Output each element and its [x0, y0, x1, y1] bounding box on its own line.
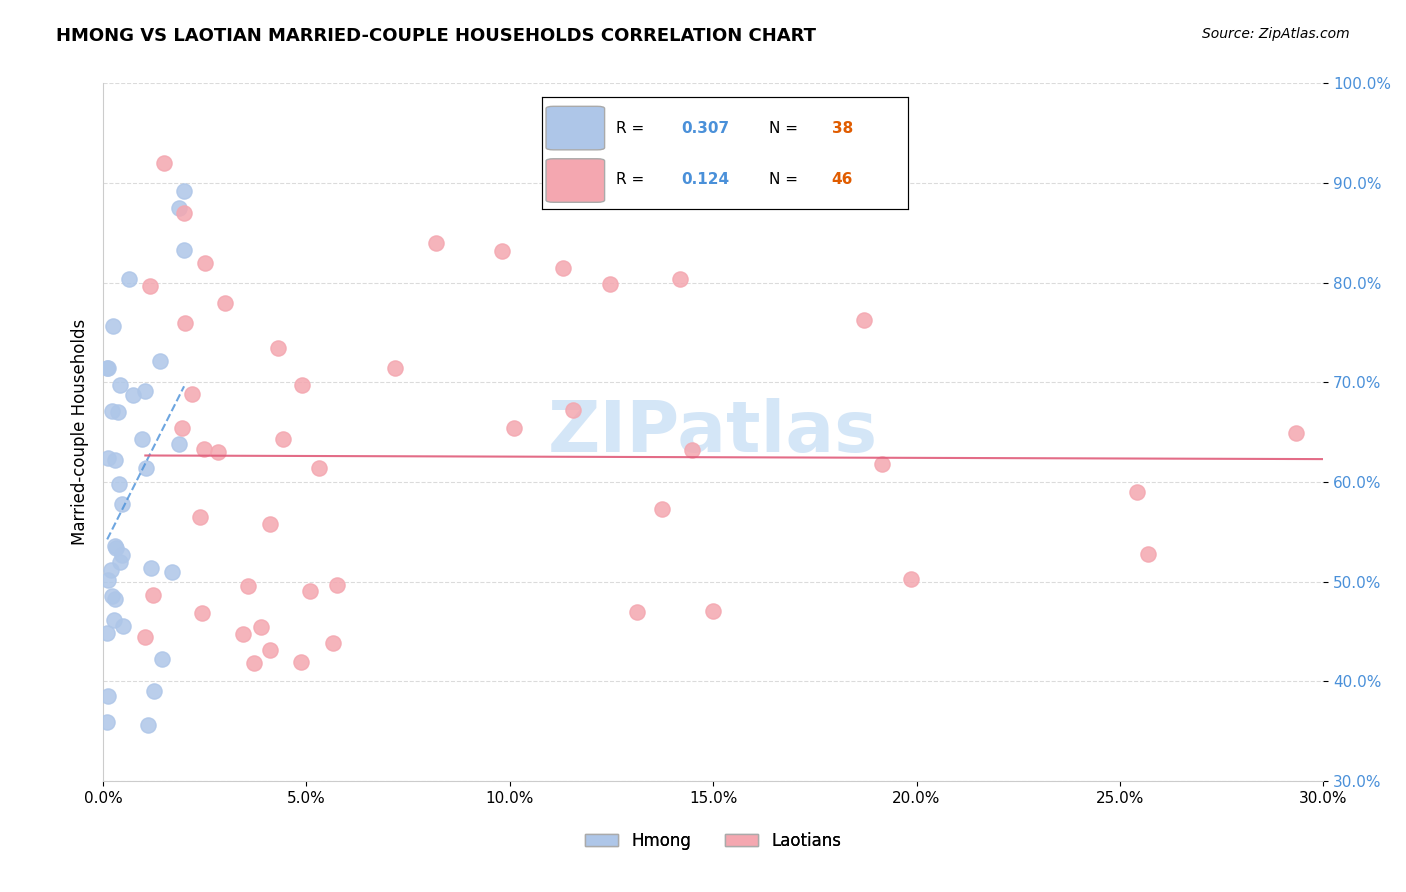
- Point: [108, 477, 131, 491]
- Point: [232, 627, 254, 641]
- Point: [291, 378, 314, 392]
- Point: [326, 577, 349, 591]
- Point: [96, 361, 118, 376]
- Text: HMONG VS LAOTIAN MARRIED-COUPLE HOUSEHOLDS CORRELATION CHART: HMONG VS LAOTIAN MARRIED-COUPLE HOUSEHOL…: [56, 27, 817, 45]
- Point: [104, 541, 127, 556]
- Point: [502, 421, 524, 435]
- Point: [384, 361, 406, 376]
- Point: [174, 316, 197, 330]
- Point: [668, 272, 690, 286]
- Point: [308, 461, 330, 475]
- Point: [172, 421, 194, 435]
- Point: [103, 453, 125, 467]
- Point: [243, 656, 266, 670]
- Point: [702, 604, 724, 618]
- Point: [108, 378, 131, 392]
- Point: [150, 652, 173, 666]
- Point: [207, 444, 229, 458]
- Y-axis label: Married-couple Households: Married-couple Households: [72, 319, 89, 545]
- Point: [194, 256, 217, 270]
- Point: [100, 562, 122, 576]
- Point: [214, 295, 236, 310]
- Point: [169, 202, 191, 216]
- Point: [104, 592, 127, 607]
- Point: [173, 206, 195, 220]
- Point: [173, 184, 195, 198]
- Point: [271, 432, 294, 446]
- Point: [599, 277, 621, 291]
- Text: ZIPatlas: ZIPatlas: [548, 398, 879, 467]
- Point: [852, 312, 875, 326]
- Point: [104, 539, 127, 553]
- Point: [135, 461, 157, 475]
- Point: [191, 606, 214, 620]
- Point: [626, 606, 648, 620]
- Point: [322, 636, 344, 650]
- Text: Source: ZipAtlas.com: Source: ZipAtlas.com: [1202, 27, 1350, 41]
- Point: [134, 630, 156, 644]
- Point: [259, 643, 281, 657]
- Point: [96, 626, 118, 640]
- Point: [193, 442, 215, 456]
- Point: [103, 613, 125, 627]
- Point: [299, 583, 322, 598]
- Point: [107, 405, 129, 419]
- Point: [136, 718, 159, 732]
- Point: [97, 573, 120, 587]
- Point: [173, 243, 195, 257]
- Point: [238, 578, 260, 592]
- Point: [131, 432, 153, 446]
- Point: [153, 156, 176, 170]
- Point: [181, 387, 204, 401]
- Point: [149, 353, 172, 368]
- Point: [870, 457, 893, 471]
- Point: [167, 437, 190, 451]
- Point: [682, 443, 704, 458]
- Point: [259, 517, 281, 532]
- Point: [96, 714, 118, 729]
- Point: [97, 450, 120, 465]
- Point: [100, 589, 122, 603]
- Point: [97, 360, 120, 375]
- Point: [112, 619, 135, 633]
- Point: [139, 561, 162, 575]
- Legend: Hmong, Laotians: Hmong, Laotians: [578, 825, 848, 856]
- Point: [900, 572, 922, 586]
- Point: [118, 271, 141, 285]
- Point: [134, 384, 156, 398]
- Point: [491, 244, 513, 259]
- Point: [121, 388, 143, 402]
- Point: [562, 403, 585, 417]
- Point: [111, 548, 134, 562]
- Point: [97, 689, 120, 703]
- Point: [110, 555, 132, 569]
- Point: [1285, 425, 1308, 440]
- Point: [143, 683, 166, 698]
- Point: [250, 620, 273, 634]
- Point: [138, 279, 160, 293]
- Point: [103, 319, 125, 334]
- Point: [188, 509, 211, 524]
- Point: [551, 261, 574, 276]
- Point: [101, 404, 124, 418]
- Point: [1136, 547, 1159, 561]
- Point: [425, 236, 447, 251]
- Point: [162, 566, 184, 580]
- Point: [1126, 485, 1149, 500]
- Point: [290, 655, 312, 669]
- Point: [142, 588, 165, 602]
- Point: [111, 497, 134, 511]
- Point: [267, 341, 290, 355]
- Point: [651, 501, 673, 516]
